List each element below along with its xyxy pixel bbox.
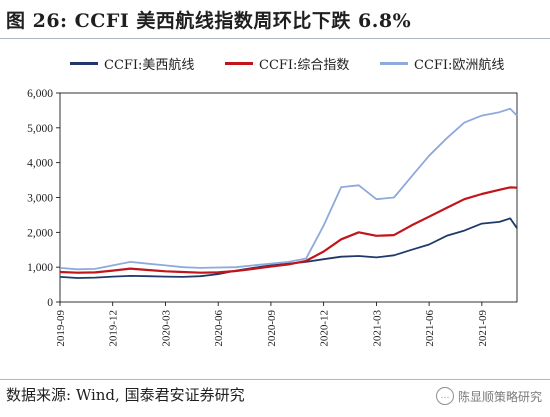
legend-item-composite: CCFI:综合指数 (225, 54, 349, 73)
y-tick-label: 5,000 (27, 123, 53, 135)
y-tick-label: 4,000 (27, 158, 53, 170)
legend-swatch-composite (225, 62, 253, 65)
series-lines (59, 107, 518, 279)
watermark: … 陈显顺策略研究 (435, 387, 542, 405)
series-line-0 (59, 217, 518, 279)
x-tick-label: 2021-03 (371, 310, 383, 347)
title-divider (0, 38, 550, 39)
y-tick-label: 1,000 (27, 262, 53, 274)
x-tick-label: 2020-03 (160, 310, 172, 347)
legend-swatch-europe (380, 62, 408, 65)
series-line-2 (59, 107, 518, 271)
series-line-1 (59, 186, 518, 274)
legend-item-us-west: CCFI:美西航线 (70, 54, 194, 73)
y-tick-label: 6,000 (27, 88, 53, 100)
x-tick-label: 2019-09 (55, 310, 67, 347)
source-divider (0, 379, 550, 380)
speech-bubble-icon: … (435, 387, 454, 405)
y-tick-label: 2,000 (27, 227, 53, 239)
legend-item-europe: CCFI:欧洲航线 (380, 54, 504, 73)
figure-title: 图 26: CCFI 美西航线指数周环比下跌 6.8% (6, 10, 412, 32)
x-tick-label: 2021-09 (477, 310, 489, 347)
legend-swatch-us-west (70, 62, 98, 65)
x-tick-label: 2020-12 (319, 310, 331, 347)
y-tick-label: 0 (47, 297, 53, 309)
source-note: 数据来源: Wind, 国泰君安证券研究 (6, 386, 245, 404)
x-tick-label: 2021-06 (424, 310, 436, 347)
x-axis: 2019-09 2019-12 2020-03 2020-06 2020-09 2020-… (55, 302, 489, 347)
plot-frame (59, 92, 518, 303)
chart-legend: CCFI:美西航线 CCFI:综合指数 CCFI:欧洲航线 (0, 54, 550, 74)
watermark-text: 陈显顺策略研究 (457, 389, 542, 404)
y-tick-label: 3,000 (27, 193, 53, 205)
y-axis: 0 1,000 2,000 3,000 4,000 5,000 6,000 (27, 88, 518, 309)
legend-label-europe: CCFI:欧洲航线 (414, 58, 505, 73)
legend-label-composite: CCFI:综合指数 (259, 58, 350, 73)
x-tick-label: 2020-09 (266, 310, 278, 347)
x-tick-label: 2019-12 (108, 310, 120, 347)
legend-label-us-west: CCFI:美西航线 (104, 58, 195, 73)
x-tick-label: 2020-06 (213, 310, 225, 347)
